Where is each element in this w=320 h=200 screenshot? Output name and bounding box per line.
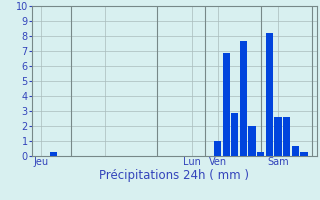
Bar xyxy=(266,33,273,156)
X-axis label: Précipitations 24h ( mm ): Précipitations 24h ( mm ) xyxy=(100,169,249,182)
Bar xyxy=(292,146,299,156)
Bar xyxy=(231,112,238,156)
Bar xyxy=(274,117,282,156)
Bar xyxy=(222,52,230,156)
Bar xyxy=(214,141,221,156)
Bar xyxy=(283,117,290,156)
Bar xyxy=(257,152,264,156)
Bar xyxy=(300,152,308,156)
Bar xyxy=(240,40,247,156)
Bar xyxy=(248,126,256,156)
Bar xyxy=(50,152,57,156)
